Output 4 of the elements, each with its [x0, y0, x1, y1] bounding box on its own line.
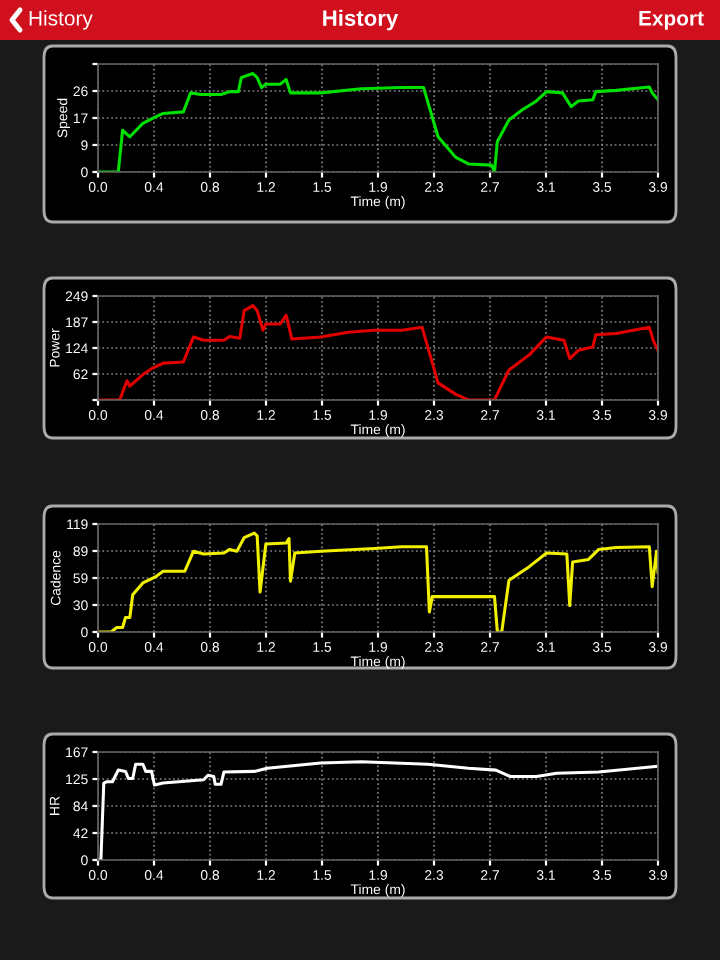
text: Export — [639, 11, 704, 30]
text: History — [29, 10, 93, 30]
line-series — [98, 531, 658, 632]
chart-title: History — [323, 9, 399, 31]
